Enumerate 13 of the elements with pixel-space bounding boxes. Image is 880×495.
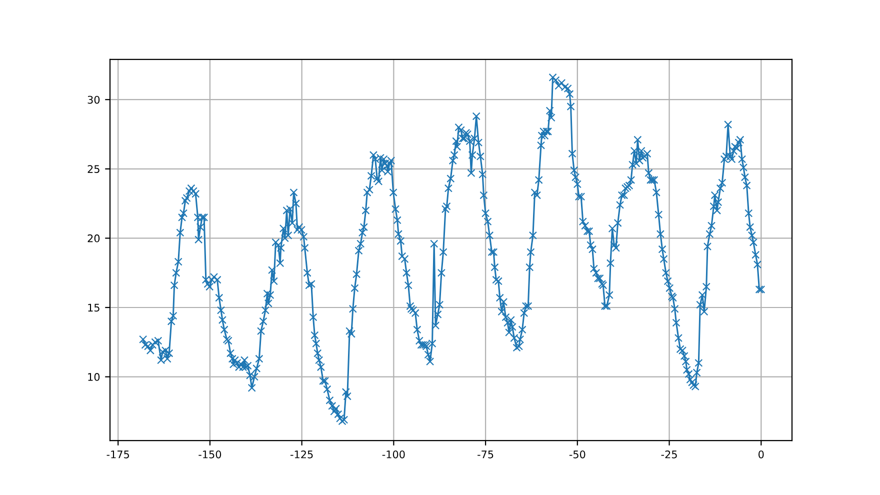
x-tick-label: -100 — [382, 450, 405, 458]
x-tick-label: -150 — [198, 450, 222, 458]
x-tick-label: -175 — [106, 450, 129, 458]
y-tick-label: 20 — [88, 234, 100, 242]
y-tick-label: 30 — [88, 96, 100, 104]
y-tick-label: 10 — [88, 373, 100, 381]
x-tick-label: -50 — [569, 450, 586, 458]
x-tick-label: 0 — [758, 450, 764, 458]
y-tick-label: 15 — [88, 304, 100, 312]
x-tick-label: -75 — [478, 450, 494, 458]
x-tick-label: -25 — [661, 450, 677, 458]
x-tick-label: -125 — [290, 450, 313, 458]
y-tick-label: 25 — [88, 165, 100, 173]
